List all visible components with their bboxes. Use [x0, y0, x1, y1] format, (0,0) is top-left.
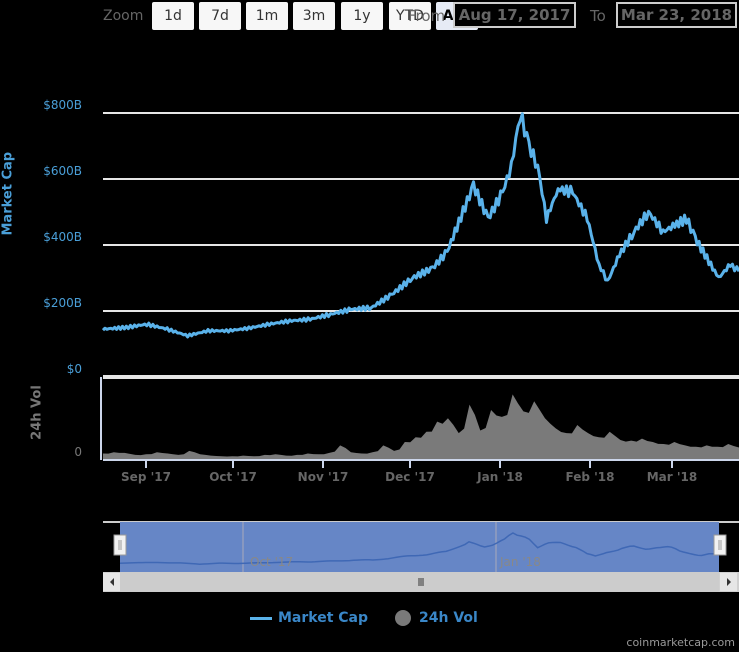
y-tick-0: $0 [66, 362, 82, 376]
y-tick-800: $800B [43, 98, 82, 112]
zoom-button-1m[interactable]: 1m [246, 2, 288, 30]
zoom-button-3m[interactable]: 3m [293, 2, 335, 30]
x-tick-label: Sep '17 [121, 470, 171, 484]
x-tick-label: Dec '17 [385, 470, 435, 484]
zoom-button-1y[interactable]: 1y [341, 2, 383, 30]
navigator-series-line [119, 532, 718, 565]
y-tick-400: $400B [43, 230, 82, 244]
legend-label-market-cap: Market Cap [278, 610, 369, 626]
from-date-input[interactable]: Aug 17, 2017 [453, 2, 576, 28]
navigator-label-jan: Jan '18 [500, 555, 541, 569]
arrow-right-icon [727, 578, 731, 586]
to-date-input[interactable]: Mar 23, 2018 [616, 2, 737, 28]
y-tick-vol-0: 0 [74, 445, 82, 459]
x-tick-label: Mar '18 [646, 470, 698, 484]
to-label: To [590, 7, 606, 25]
navigator-left-handle[interactable] [113, 534, 127, 556]
zoom-button-1d[interactable]: 1d [152, 2, 194, 30]
credit-link[interactable]: coinmarketcap.com [626, 636, 735, 649]
y-tick-600: $600B [43, 164, 82, 178]
y-tick-200: $200B [43, 296, 82, 310]
from-label: From [408, 7, 446, 25]
volume-area[interactable] [103, 394, 739, 459]
market-cap-line[interactable] [101, 112, 739, 339]
navigator-label-oct: Oct '17 [250, 555, 294, 569]
zoom-label: Zoom [103, 8, 144, 24]
line-swatch-icon [250, 616, 272, 620]
legend-item-volume[interactable]: 24h Vol [395, 610, 478, 626]
x-tick-label: Jan '18 [477, 470, 523, 484]
x-tick-label: Oct '17 [209, 470, 257, 484]
navigator-right-handle[interactable] [713, 534, 727, 556]
legend-label-volume: 24h Vol [419, 610, 478, 626]
circle-swatch-icon [395, 610, 411, 626]
arrow-left-icon [110, 578, 114, 586]
zoom-button-7d[interactable]: 7d [199, 2, 241, 30]
x-tick-label: Feb '18 [565, 470, 615, 484]
x-tick-label: Nov '17 [297, 470, 349, 484]
zoom-button-ytd[interactable]: YTD [389, 2, 431, 30]
legend-item-market-cap[interactable]: Market Cap [250, 610, 368, 626]
